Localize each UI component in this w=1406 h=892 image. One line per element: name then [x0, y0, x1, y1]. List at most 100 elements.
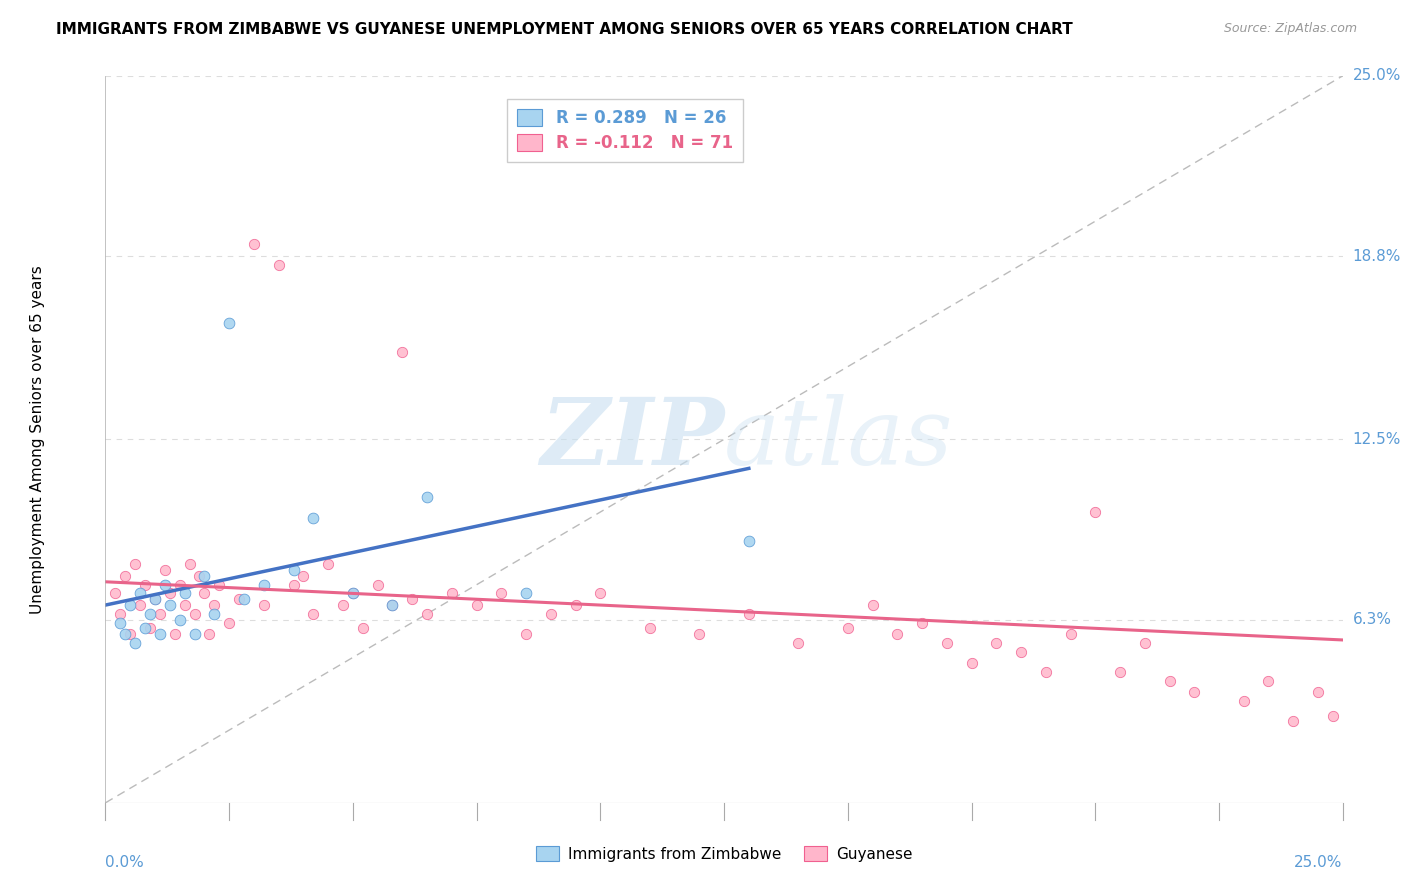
Point	[139, 607, 162, 621]
Text: 12.5%: 12.5%	[1353, 432, 1400, 447]
Point	[218, 316, 240, 330]
Point	[515, 627, 537, 641]
Text: Source: ZipAtlas.com: Source: ZipAtlas.com	[1223, 22, 1357, 36]
Point	[218, 615, 240, 630]
Text: Unemployment Among Seniors over 65 years: Unemployment Among Seniors over 65 years	[30, 265, 45, 614]
Point	[173, 598, 195, 612]
Point	[367, 578, 389, 592]
Point	[1182, 685, 1205, 699]
Point	[153, 578, 176, 592]
Point	[1010, 644, 1032, 658]
Text: 25.0%: 25.0%	[1353, 69, 1400, 83]
Point	[352, 621, 374, 635]
Point	[491, 586, 513, 600]
Point	[440, 586, 463, 600]
Point	[1109, 665, 1132, 679]
Point	[120, 598, 142, 612]
Point	[169, 613, 191, 627]
Point	[515, 586, 537, 600]
Text: atlas: atlas	[724, 394, 953, 484]
Point	[228, 592, 250, 607]
Point	[292, 569, 315, 583]
Legend: Immigrants from Zimbabwe, Guyanese: Immigrants from Zimbabwe, Guyanese	[530, 839, 918, 868]
Point	[401, 592, 423, 607]
Point	[253, 598, 276, 612]
Point	[688, 627, 710, 641]
Point	[911, 615, 934, 630]
Point	[960, 657, 983, 671]
Point	[120, 627, 142, 641]
Point	[1133, 636, 1156, 650]
Point	[986, 636, 1008, 650]
Point	[1282, 714, 1305, 729]
Point	[173, 586, 195, 600]
Point	[1159, 673, 1181, 688]
Point	[159, 586, 181, 600]
Point	[267, 258, 290, 272]
Point	[381, 598, 404, 612]
Point	[1233, 694, 1256, 708]
Point	[208, 578, 231, 592]
Point	[837, 621, 859, 635]
Point	[283, 578, 305, 592]
Point	[1084, 505, 1107, 519]
Text: IMMIGRANTS FROM ZIMBABWE VS GUYANESE UNEMPLOYMENT AMONG SENIORS OVER 65 YEARS CO: IMMIGRANTS FROM ZIMBABWE VS GUYANESE UNE…	[56, 22, 1073, 37]
Point	[738, 607, 761, 621]
Text: ZIP: ZIP	[540, 394, 724, 484]
Point	[342, 586, 364, 600]
Point	[202, 598, 225, 612]
Text: 25.0%: 25.0%	[1295, 855, 1343, 870]
Point	[302, 607, 325, 621]
Point	[149, 627, 172, 641]
Point	[143, 592, 166, 607]
Point	[183, 627, 205, 641]
Point	[110, 615, 132, 630]
Point	[243, 237, 266, 252]
Point	[159, 598, 181, 612]
Point	[183, 607, 205, 621]
Point	[179, 558, 201, 572]
Point	[283, 563, 305, 577]
Point	[564, 598, 586, 612]
Point	[104, 586, 127, 600]
Point	[589, 586, 612, 600]
Point	[1035, 665, 1057, 679]
Point	[124, 636, 146, 650]
Point	[134, 578, 156, 592]
Point	[316, 558, 339, 572]
Point	[153, 563, 176, 577]
Point	[391, 345, 413, 359]
Point	[1322, 708, 1344, 723]
Point	[169, 578, 191, 592]
Point	[1257, 673, 1279, 688]
Point	[935, 636, 957, 650]
Point	[129, 586, 152, 600]
Point	[163, 627, 186, 641]
Point	[193, 586, 215, 600]
Point	[638, 621, 661, 635]
Point	[114, 569, 136, 583]
Point	[381, 598, 404, 612]
Point	[202, 607, 225, 621]
Point	[540, 607, 562, 621]
Point	[139, 621, 162, 635]
Point	[193, 569, 215, 583]
Point	[787, 636, 810, 650]
Point	[416, 607, 439, 621]
Point	[114, 627, 136, 641]
Text: 18.8%: 18.8%	[1353, 249, 1400, 264]
Point	[302, 511, 325, 525]
Point	[149, 607, 172, 621]
Point	[143, 592, 166, 607]
Point	[1306, 685, 1329, 699]
Point	[465, 598, 488, 612]
Point	[332, 598, 354, 612]
Point	[134, 621, 156, 635]
Point	[233, 592, 256, 607]
Point	[416, 491, 439, 505]
Point	[886, 627, 908, 641]
Text: 6.3%: 6.3%	[1353, 612, 1392, 627]
Point	[342, 586, 364, 600]
Point	[738, 534, 761, 549]
Point	[124, 558, 146, 572]
